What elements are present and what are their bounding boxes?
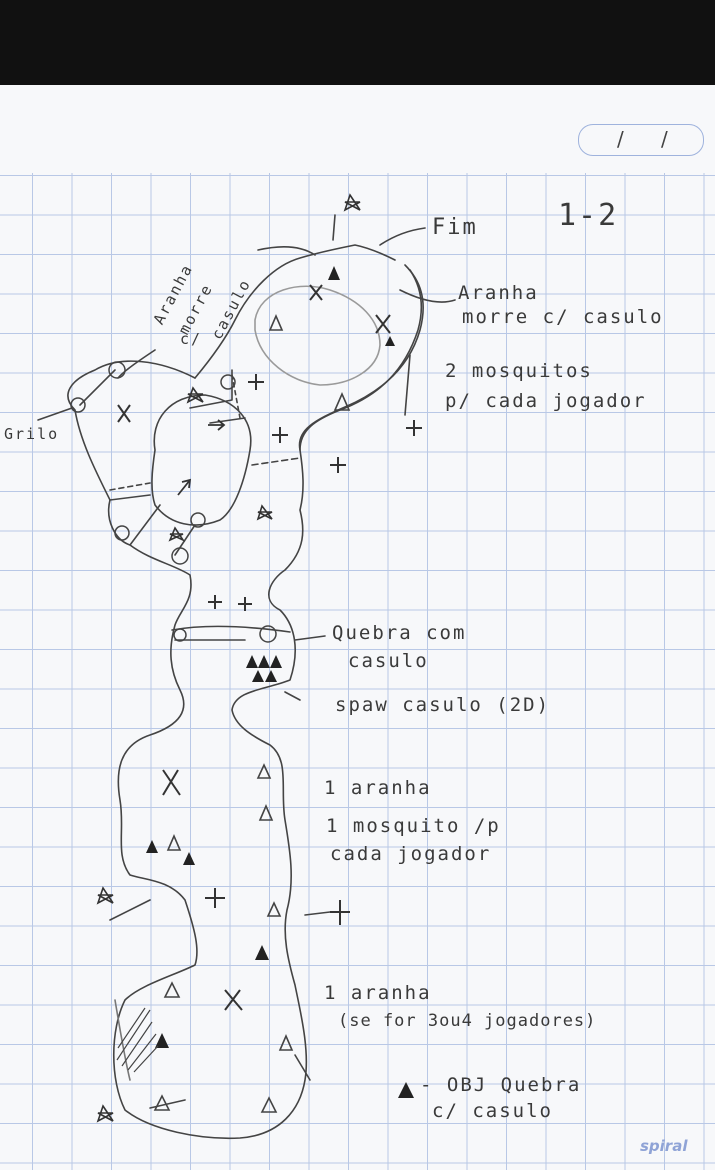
graph-paper bbox=[0, 85, 715, 1170]
note-mid-3: cada jogador bbox=[330, 843, 492, 865]
cave-outline-right-upper bbox=[298, 264, 424, 451]
cave-outline-left bbox=[67, 269, 423, 1140]
note-aranha-right-1: Aranha bbox=[458, 282, 539, 304]
note-mosquitos-1: 2 mosquitos bbox=[445, 360, 593, 382]
paper-top-margin bbox=[0, 85, 715, 173]
note-spawn: spaw casulo (2D) bbox=[335, 694, 551, 716]
cave-outline-top bbox=[194, 244, 396, 379]
note-bottom-1: 1 aranha bbox=[324, 982, 432, 1004]
note-mosquitos-2: p/ cada jogador bbox=[445, 390, 647, 412]
legend-obj-2: c/ casulo bbox=[432, 1100, 553, 1122]
date-slash-1: / bbox=[617, 127, 624, 151]
note-quebra-1: Quebra com bbox=[332, 622, 467, 644]
note-fim: Fim bbox=[432, 215, 478, 240]
note-mid-2: 1 mosquito /p bbox=[326, 815, 501, 837]
spiral-brand-logo: spiral bbox=[640, 1137, 688, 1155]
legend-obj-1: - OBJ Quebra bbox=[420, 1074, 582, 1096]
note-bottom-2: (se for 3ou4 jogadores) bbox=[338, 1011, 597, 1031]
legend-triangle bbox=[398, 1082, 414, 1098]
date-box: / / bbox=[578, 124, 704, 156]
date-slash-2: / bbox=[661, 127, 668, 151]
note-aranha-left-3: c/ bbox=[180, 330, 203, 348]
note-mid-1: 1 aranha bbox=[324, 777, 432, 799]
note-aranha-right-2: morre c/ casulo bbox=[462, 306, 664, 328]
scan-dark-border bbox=[0, 0, 715, 85]
level-id: 1-2 bbox=[558, 198, 619, 233]
note-quebra-2: casulo bbox=[348, 650, 429, 672]
note-grilo: Grilo bbox=[4, 425, 60, 443]
